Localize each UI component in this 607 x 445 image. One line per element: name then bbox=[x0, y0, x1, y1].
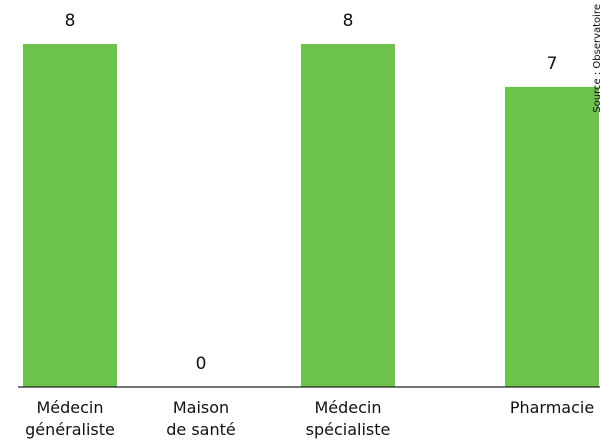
tick-label-medecin-generaliste: Médecin généraliste bbox=[25, 398, 115, 439]
value-label-maison-de-sante: 0 bbox=[196, 354, 207, 374]
value-labels-group: 8 0 8 7 bbox=[65, 11, 558, 374]
bars-group bbox=[23, 44, 599, 387]
value-label-medecin-specialiste: 8 bbox=[343, 11, 354, 31]
value-label-medecin-generaliste: 8 bbox=[65, 11, 76, 31]
tick-label-maison-de-sante: Maison de santé bbox=[166, 398, 235, 439]
tick-label-medecin-specialiste: Médecin spécialiste bbox=[306, 398, 391, 439]
bar-pharmacie bbox=[505, 86, 599, 387]
category-labels-group: Médecin généraliste Maison de santé Médecin s… bbox=[25, 398, 594, 439]
source-note: Source : Observatoire bbox=[592, 4, 603, 113]
value-label-pharmacie: 7 bbox=[547, 54, 558, 74]
bar-medecin-specialiste bbox=[301, 44, 395, 387]
tick-label-pharmacie: Pharmacie bbox=[510, 398, 594, 417]
bar-medecin-generaliste bbox=[23, 44, 117, 387]
